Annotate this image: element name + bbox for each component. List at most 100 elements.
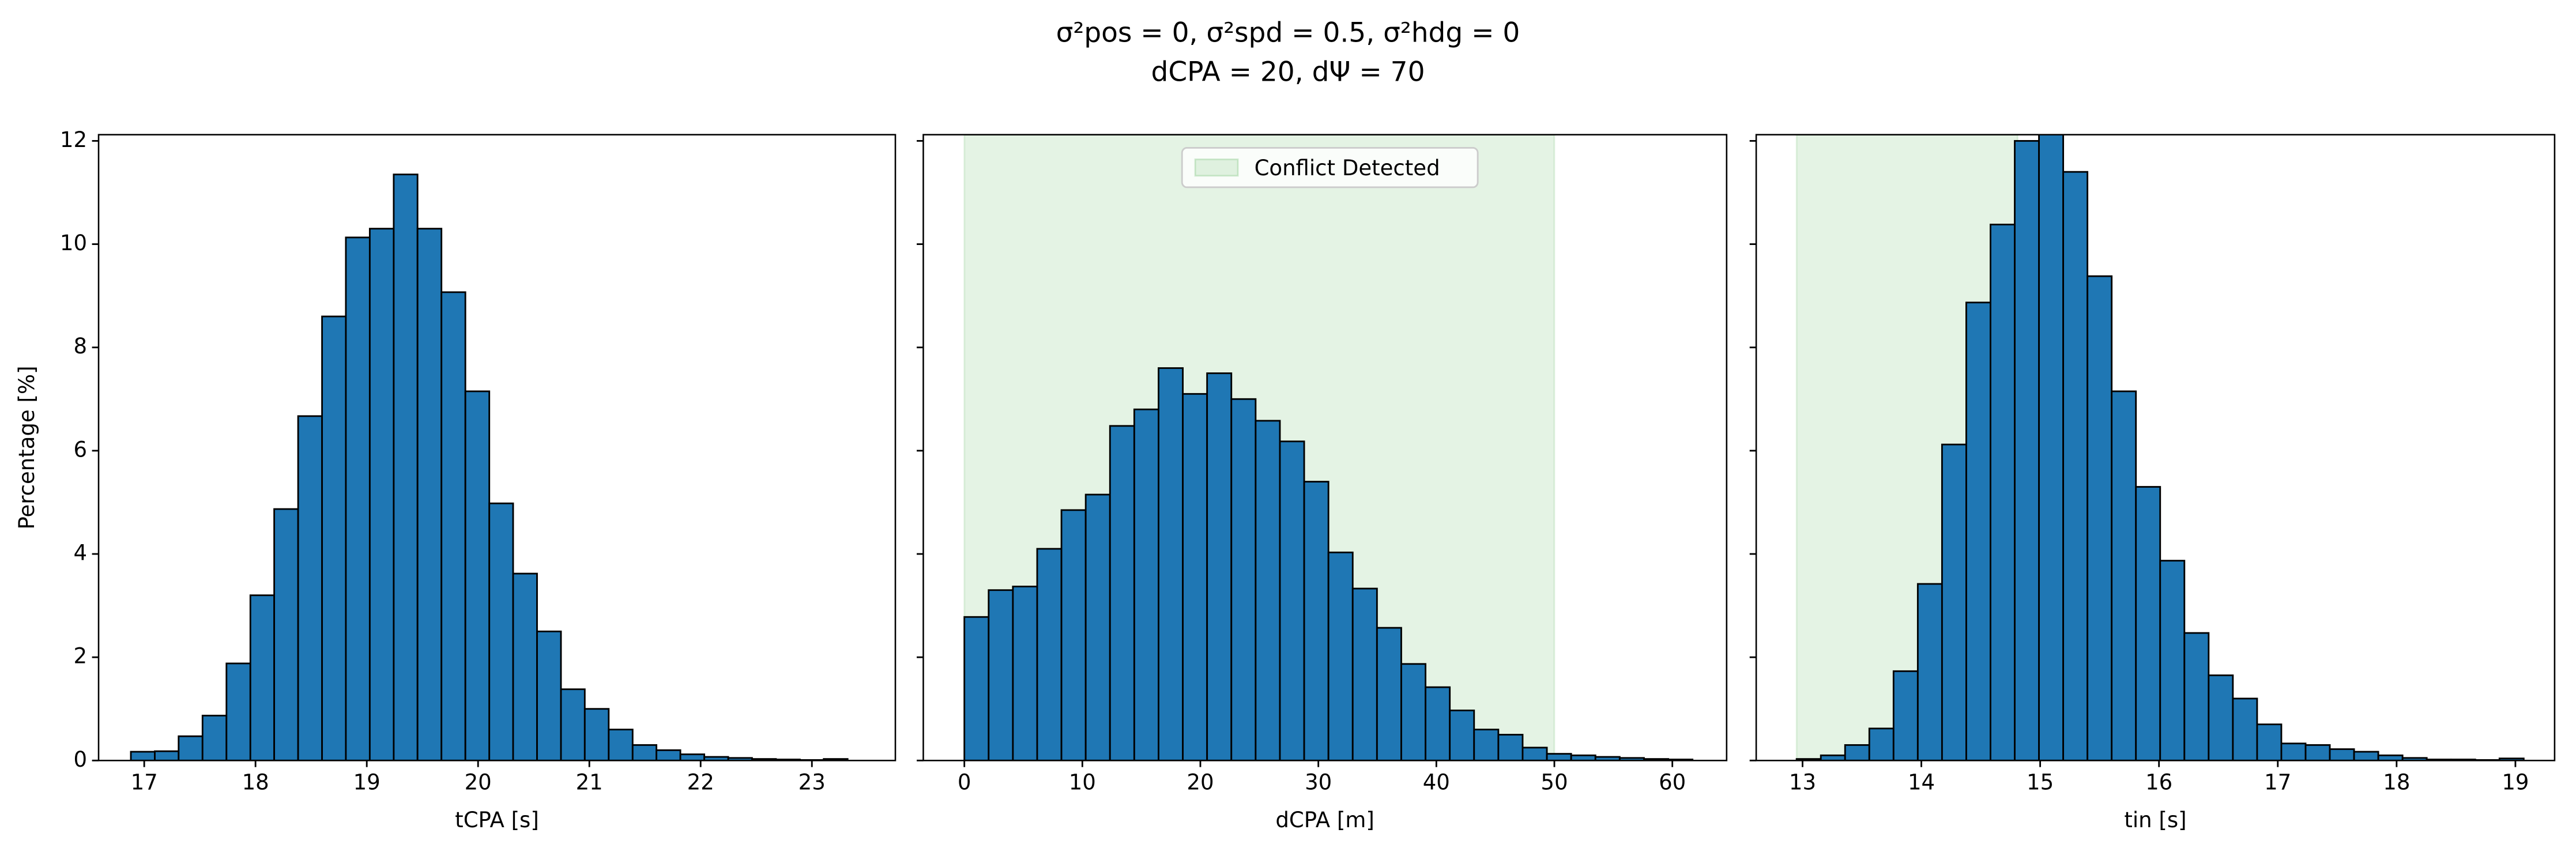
x-axis-label: dCPA [m] [1275,808,1374,832]
bar [1965,301,1991,761]
axes-frame [97,134,897,761]
plot-area [1795,134,2525,761]
bar [154,750,180,761]
x-tick-label: 17 [131,770,158,795]
bar [2111,390,2137,761]
bar [297,415,323,761]
bar [249,594,276,761]
y-tick-label: 6 [74,437,88,462]
bar [345,236,371,761]
x-tick-label: 30 [1305,770,1332,795]
bar [464,390,491,761]
bar [2353,751,2379,761]
x-tick-label: 60 [1659,770,1686,795]
bar [1546,753,1572,761]
bar [631,744,658,761]
bar [1303,481,1330,761]
bar [1255,420,1281,761]
bar [416,228,443,761]
x-axis-label: tCPA [s] [455,808,539,832]
bar [2329,748,2355,761]
x-tick-label: 19 [353,770,381,795]
x-axis-label: tin [s] [2124,808,2186,832]
legend-box [1181,147,1479,189]
bar [679,753,706,761]
x-tick-label: 20 [465,770,492,795]
x-tick-label: 14 [1908,770,1935,795]
axes-frame [922,134,1728,761]
x-tick-label: 21 [576,770,603,795]
bar [2183,632,2210,761]
bar [1012,585,1038,761]
x-tick-label: 18 [242,770,269,795]
bar [1351,587,1378,761]
bar [1327,551,1354,761]
x-tick-label: 40 [1423,770,1450,795]
bar [1036,548,1063,761]
bar [1449,709,1475,761]
bar [1844,744,1870,761]
bar [1916,583,1943,761]
x-tick-label: 15 [2027,770,2054,795]
title-line: σ²pos = 0, σ²spd = 0.5, σ²hdg = 0 [1056,17,1520,48]
bar [2280,742,2307,761]
bar [512,572,538,761]
bar [1060,509,1087,761]
axes-frame [1755,134,2556,761]
bar [1376,627,1402,761]
bar [1084,493,1111,761]
bar [1182,393,1208,761]
y-tick-label: 8 [74,334,88,359]
title-line: dCPA = 20, dΨ = 70 [1151,56,1425,88]
x-tick-label: 16 [2145,770,2172,795]
bar [1941,443,1967,761]
y-tick-label: 0 [74,747,88,772]
bar [583,708,610,761]
x-tick-label: 50 [1541,770,1568,795]
bar [2377,754,2404,761]
bar [2159,560,2186,761]
bar [1868,727,1895,761]
bar [988,589,1014,761]
bar [2038,134,2065,761]
bar [393,174,419,761]
x-tick-label: 17 [2264,770,2291,795]
bar [368,228,395,761]
bar [130,751,156,761]
bar [1230,398,1257,761]
plot-area [963,134,1694,761]
y-tick-label: 2 [74,644,88,669]
bar [201,714,228,761]
bar [1206,372,1233,761]
x-tick-label: 19 [2502,770,2529,795]
panel: 17 18 19 20 21 22 23 0 2 4 6 8 10 12 tCPA [s] Percentag… [14,127,897,832]
x-tick-label: 13 [1789,770,1816,795]
x-tick-label: 23 [799,770,826,795]
bar [1133,408,1159,761]
bar [1158,367,1184,761]
bar [1522,747,1548,761]
bar [1400,663,1426,761]
legend-swatch [1194,158,1239,177]
bar [823,758,849,761]
panel: 0 10 20 30 40 50 60 dCPA [m] Conflict Detected [917,134,1728,832]
x-tick-label: 20 [1187,770,1214,795]
bar [2087,275,2113,761]
bar [536,630,562,761]
bar [321,315,347,761]
bar [1990,224,2016,761]
bar [1279,440,1305,761]
y-tick-label: 4 [74,540,88,565]
bar [1473,729,1500,761]
bar [2256,723,2283,761]
bar [1892,670,1919,761]
bar [488,502,514,761]
bar [2062,171,2089,761]
bar [608,729,634,761]
bar [560,688,586,761]
bar [1109,425,1135,761]
panel: 13 14 15 16 17 18 19 tin [s] [1749,134,2556,832]
bar [963,616,990,761]
bar [225,662,251,761]
